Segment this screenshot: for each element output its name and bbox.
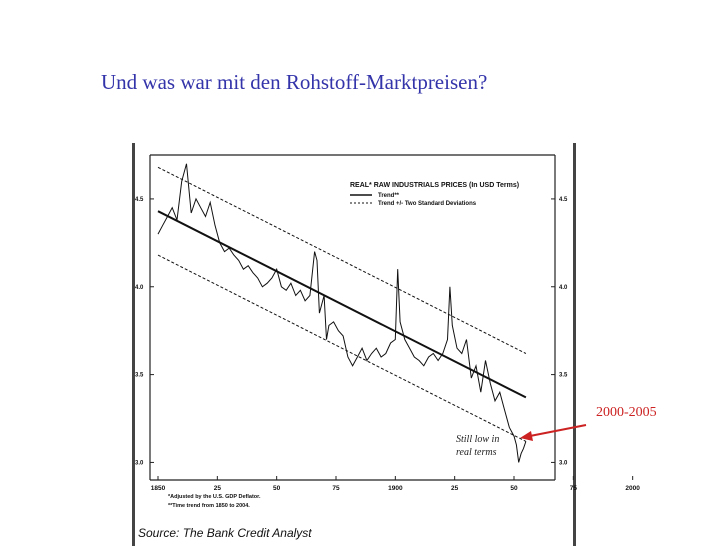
y-tick-label-right-2: 3.5 — [559, 373, 568, 379]
footnote-2: **Time trend from 1850 to 2004. — [168, 503, 250, 509]
y-tick-label-right-3: 3.0 — [559, 460, 568, 466]
chart-source: Source: The Bank Credit Analyst — [138, 526, 312, 540]
x-tick-label-0: 1850 — [151, 485, 166, 492]
x-tick-label-5: 25 — [451, 485, 459, 492]
scan-edge-left — [132, 143, 135, 546]
x-axis-ticks: 1850 25 50 75 1900 25 50 75 2000 — [151, 476, 640, 492]
x-tick-label-7: 75 — [570, 485, 578, 492]
y-tick-label-left-2: 3.5 — [135, 373, 144, 379]
chart-title: REAL* RAW INDUSTRIALS PRICES (In USD Ter… — [350, 182, 519, 189]
footnote-1: *Adjusted by the U.S. GDP Deflator. — [168, 494, 261, 500]
x-tick-label-8: 2000 — [625, 485, 640, 492]
legend-trend-label: Trend** — [378, 193, 400, 199]
y-tick-label-left-3: 3.0 — [135, 460, 144, 466]
series-layer — [157, 163, 527, 463]
y-tick-label-right-1: 4.0 — [559, 285, 568, 291]
callout-arrow — [529, 424, 587, 437]
annotation-line-2: real terms — [456, 447, 497, 458]
slide-title: Und was war mit den Rohstoff-Marktpreise… — [101, 70, 488, 94]
price-series-line — [157, 163, 527, 463]
annotation-line-1: Still low in — [456, 434, 499, 445]
x-tick-label-2: 50 — [273, 485, 281, 492]
y-tick-label-left-0: 4.5 — [135, 197, 144, 203]
callout-arrowhead — [520, 431, 533, 441]
y-axis-ticks: 4.5 4.0 3.5 3.0 4.5 4.0 3.5 3.0 — [135, 197, 568, 467]
x-tick-label-6: 50 — [510, 485, 518, 492]
y-tick-label-left-1: 4.0 — [135, 285, 144, 291]
y-tick-label-right-0: 4.5 — [559, 197, 568, 203]
x-tick-label-4: 1900 — [388, 485, 403, 492]
upper-band-line — [157, 166, 527, 354]
lower-band-line — [157, 254, 527, 442]
callout-label: 2000-2005 — [596, 405, 657, 420]
scan-edge-right — [573, 143, 576, 546]
x-tick-label-1: 25 — [214, 485, 222, 492]
legend-sd-label: Trend +/- Two Standard Deviations — [378, 201, 477, 207]
x-tick-label-3: 75 — [332, 485, 340, 492]
